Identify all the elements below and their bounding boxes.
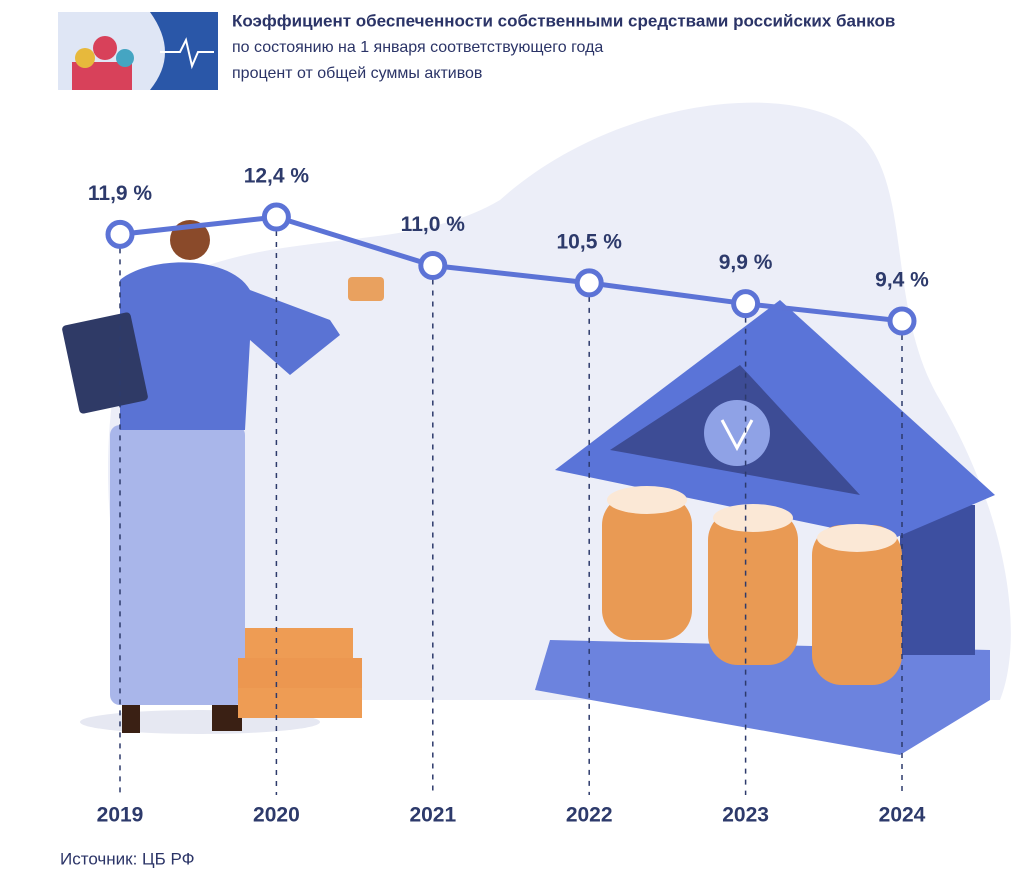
subtitle: процент от общей суммы активов [232, 65, 482, 82]
point [731, 289, 761, 319]
point [574, 268, 604, 298]
x-tick-label: 2020 [253, 804, 300, 827]
x-tick-label: 2021 [409, 804, 456, 827]
value-label: 11,9 % [88, 182, 153, 205]
point [887, 306, 917, 336]
line [119, 214, 903, 324]
point [261, 202, 291, 232]
x-tick-label: 2023 [722, 804, 769, 827]
value-label: 9,9 % [719, 251, 773, 274]
value-label: 11,0 % [401, 213, 466, 236]
decoration [58, 12, 1011, 755]
subtitle: по состоянию на 1 января соответствующег… [232, 39, 603, 56]
value-label: 10,5 % [557, 230, 623, 253]
point [418, 251, 448, 281]
source: Источник: ЦБ РФ [60, 849, 195, 868]
chart-title: Коэффициент обеспеченности собственными … [232, 11, 895, 30]
value-label: 12,4 % [244, 165, 310, 188]
x-tick-label: 2019 [97, 804, 144, 827]
x-tick-label: 2022 [566, 804, 613, 827]
x-tick-label: 2024 [879, 804, 926, 827]
value-label: 9,4 % [875, 269, 929, 292]
point [105, 219, 135, 249]
